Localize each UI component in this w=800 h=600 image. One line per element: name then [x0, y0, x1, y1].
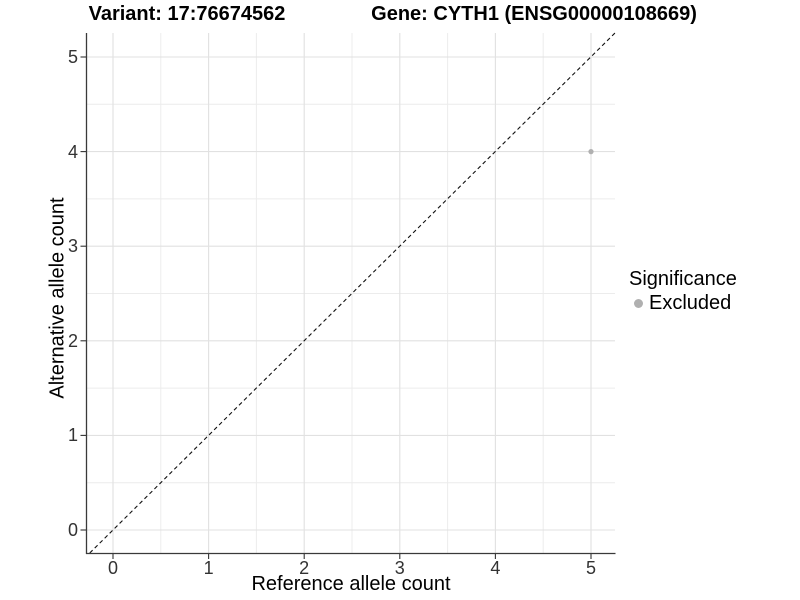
y-tick-label: 0 [67, 520, 78, 540]
legend-title: Significance [629, 268, 737, 290]
y-tick-label: 2 [67, 330, 78, 351]
y-axis-title: Alternative allele count [46, 197, 69, 399]
gene-title: Gene: CYTH1 (ENSG00000108669) [371, 3, 697, 25]
legend-item-label: Excluded [649, 291, 732, 314]
y-tick-label: 1 [67, 425, 78, 446]
excluded-point-icon [634, 298, 643, 308]
legend-item-excluded: Excluded [629, 291, 737, 315]
x-tick-label: 1 [203, 558, 214, 578]
y-tick-label: 5 [67, 47, 78, 67]
x-axis-title: Reference allele count [251, 573, 451, 595]
data-point [588, 149, 594, 155]
x-tick-label: 5 [585, 558, 596, 578]
y-tick-label: 4 [67, 141, 78, 162]
x-tick-label: 3 [394, 558, 405, 578]
legend: Significance Excluded [629, 267, 737, 315]
variant-title: Variant: 17:76674562 [88, 3, 286, 25]
x-tick-label: 0 [107, 558, 118, 578]
y-tick-label: 3 [67, 236, 78, 257]
x-tick-label: 2 [299, 558, 310, 578]
x-tick-label: 4 [490, 558, 501, 578]
